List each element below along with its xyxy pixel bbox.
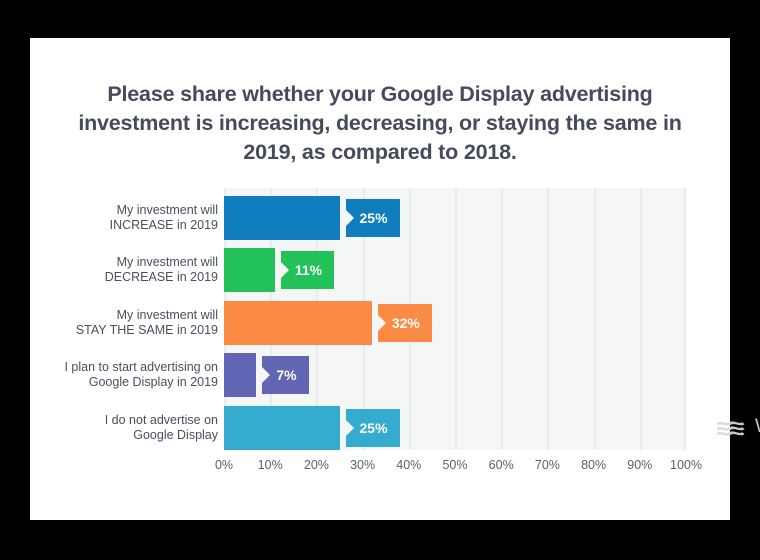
x-axis-tick-label: 50% [442,458,468,472]
callout-notch-icon [345,419,354,436]
x-axis-tick-label: 0% [214,458,234,472]
callout-notch-icon [377,314,386,331]
bar-value-text: 32% [391,314,420,331]
y-axis-label-line: Google Display [133,427,218,442]
gridline [639,188,642,450]
y-axis-label-line: STAY THE SAME in 2019 [75,322,218,337]
page-title: Please share whether your Google Display… [60,80,700,167]
wave-lines-icon [717,420,745,436]
callout-notch-icon [280,262,289,279]
callout-notch-icon [345,210,354,226]
x-axis-tick-label: 40% [396,458,422,472]
y-axis-label: I do not advertise on Google Display [38,413,218,443]
y-axis-label-line: My investment will [116,203,218,217]
y-axis-label-line: I do not advertise on [104,412,218,427]
y-axis-label-line: My investment will [116,255,218,270]
gridline [547,188,550,450]
bar [224,248,275,293]
y-axis-label: My investment will STAY THE SAME in 2019 [38,308,218,338]
bar [224,405,340,450]
bar-value-label: 7% [262,356,309,395]
x-axis-tick-label: 20% [303,458,329,472]
gridline [684,188,686,450]
x-axis-tick-label: 60% [488,458,514,472]
y-axis-label-line: INCREASE in 2019 [109,218,218,232]
y-axis-label-line: Google Display in 2019 [88,375,218,390]
title-line-2: investment is increasing, decreasing, or… [78,111,682,135]
title-line-3: 2019, as compared to 2018. [243,140,517,164]
y-axis-label-line: My investment will [116,307,218,322]
callout-notch-icon [262,367,271,384]
y-axis-label: I plan to start advertising on Google Dis… [38,360,218,390]
title-line-1: Please share whether your Google Display… [107,82,653,106]
bar-value-label: 25% [345,199,400,237]
bar-chart: My investment will INCREASE in 2019 My inv… [30,38,760,520]
y-axis-label: My investment will DECREASE in 2019 [38,255,218,285]
gridline [455,188,457,450]
x-axis-tick-label: 100% [670,458,702,472]
plot-area: 25% 11% 32% 7% 25% WordStream [224,188,760,450]
bar-value-text: 7% [276,367,297,384]
x-axis-tick-label: 10% [257,458,283,472]
y-axis-label: My investment will INCREASE in 2019 [38,203,218,233]
x-axis-tick-label: 80% [581,458,607,472]
gridline [501,188,504,450]
bar-value-label: 11% [280,251,335,290]
wordstream-watermark: WordStream [716,416,760,438]
bar [224,353,257,398]
x-axis-tick-label: 30% [350,458,376,472]
chart-card: Please share whether your Google Display… [30,38,760,520]
bar-value-text: 25% [359,210,388,226]
y-axis-label-line: DECREASE in 2019 [104,270,218,285]
bar-value-label: 32% [377,303,432,342]
y-axis-label-line: I plan to start advertising on [64,360,218,375]
x-axis-tick-label: 70% [534,458,560,472]
x-axis-tick-label: 90% [627,458,653,472]
bar-value-text: 25% [359,419,388,436]
watermark-label: WordStream [755,416,760,438]
gridline [593,188,596,450]
bar-value-text: 11% [294,262,323,279]
bar [224,196,340,240]
bar [224,300,372,345]
bar-value-label: 25% [345,408,400,447]
